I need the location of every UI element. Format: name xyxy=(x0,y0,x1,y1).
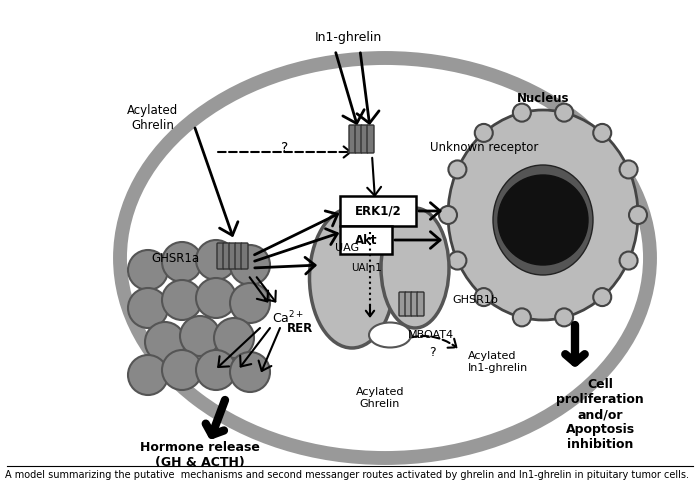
Text: Ca$^{2+}$: Ca$^{2+}$ xyxy=(272,310,304,326)
Ellipse shape xyxy=(120,58,650,458)
Circle shape xyxy=(475,288,493,306)
Text: ?: ? xyxy=(428,346,435,359)
Text: Unknown receptor: Unknown receptor xyxy=(430,142,538,155)
Circle shape xyxy=(145,322,185,362)
Circle shape xyxy=(449,252,466,269)
FancyBboxPatch shape xyxy=(355,125,362,153)
FancyBboxPatch shape xyxy=(405,292,412,316)
Text: RER: RER xyxy=(287,321,313,335)
Text: A model summarizing the putative  mechanisms and second messanger routes activat: A model summarizing the putative mechani… xyxy=(5,470,689,480)
Text: Cell
proliferation
and/or
Apoptosis
inhibition: Cell proliferation and/or Apoptosis inhi… xyxy=(556,378,644,451)
FancyBboxPatch shape xyxy=(340,226,392,254)
Circle shape xyxy=(196,350,236,390)
Circle shape xyxy=(620,161,638,178)
Text: ERK1/2: ERK1/2 xyxy=(355,204,401,217)
Ellipse shape xyxy=(493,165,593,275)
Circle shape xyxy=(230,352,270,392)
Circle shape xyxy=(162,280,202,320)
Circle shape xyxy=(128,250,168,290)
FancyBboxPatch shape xyxy=(349,125,356,153)
Text: GHSR1b: GHSR1b xyxy=(452,295,498,305)
FancyBboxPatch shape xyxy=(340,196,416,226)
Ellipse shape xyxy=(369,322,411,348)
Ellipse shape xyxy=(309,208,395,348)
Circle shape xyxy=(439,206,457,224)
Circle shape xyxy=(180,316,220,356)
Circle shape xyxy=(620,252,638,269)
FancyBboxPatch shape xyxy=(361,125,368,153)
FancyBboxPatch shape xyxy=(367,125,374,153)
Ellipse shape xyxy=(381,208,449,328)
Text: Hormone release
(GH & ACTH): Hormone release (GH & ACTH) xyxy=(140,441,260,469)
Circle shape xyxy=(230,283,270,323)
Text: Nucleus: Nucleus xyxy=(517,92,569,105)
Circle shape xyxy=(498,175,588,265)
FancyBboxPatch shape xyxy=(241,243,248,269)
Circle shape xyxy=(128,288,168,328)
Text: Akt: Akt xyxy=(355,233,377,246)
Text: In1-ghrelin: In1-ghrelin xyxy=(314,31,382,44)
Text: UAIn1: UAIn1 xyxy=(351,263,382,273)
Circle shape xyxy=(162,242,202,282)
Text: Acylated
Ghrelin: Acylated Ghrelin xyxy=(356,387,405,409)
Text: Acylated
In1-ghrelin: Acylated In1-ghrelin xyxy=(468,351,528,373)
Circle shape xyxy=(196,278,236,318)
Circle shape xyxy=(128,355,168,395)
Circle shape xyxy=(513,308,531,326)
Circle shape xyxy=(593,124,611,142)
Text: GHSR1a: GHSR1a xyxy=(152,252,200,265)
Text: Acylated
Ghrelin: Acylated Ghrelin xyxy=(127,104,178,132)
FancyBboxPatch shape xyxy=(417,292,424,316)
Circle shape xyxy=(629,206,647,224)
Circle shape xyxy=(555,104,573,121)
Circle shape xyxy=(196,240,236,280)
FancyBboxPatch shape xyxy=(399,292,406,316)
Text: MBOAT4: MBOAT4 xyxy=(408,330,454,340)
FancyBboxPatch shape xyxy=(411,292,418,316)
Circle shape xyxy=(162,350,202,390)
Text: UAG: UAG xyxy=(335,243,359,253)
Circle shape xyxy=(513,104,531,121)
Circle shape xyxy=(449,161,466,178)
Circle shape xyxy=(593,288,611,306)
Circle shape xyxy=(555,308,573,326)
FancyBboxPatch shape xyxy=(217,243,224,269)
Circle shape xyxy=(475,124,493,142)
FancyBboxPatch shape xyxy=(235,243,242,269)
Circle shape xyxy=(230,245,270,285)
Ellipse shape xyxy=(448,110,638,320)
Text: ?: ? xyxy=(281,141,288,155)
Circle shape xyxy=(214,318,254,358)
FancyBboxPatch shape xyxy=(223,243,230,269)
FancyBboxPatch shape xyxy=(229,243,236,269)
